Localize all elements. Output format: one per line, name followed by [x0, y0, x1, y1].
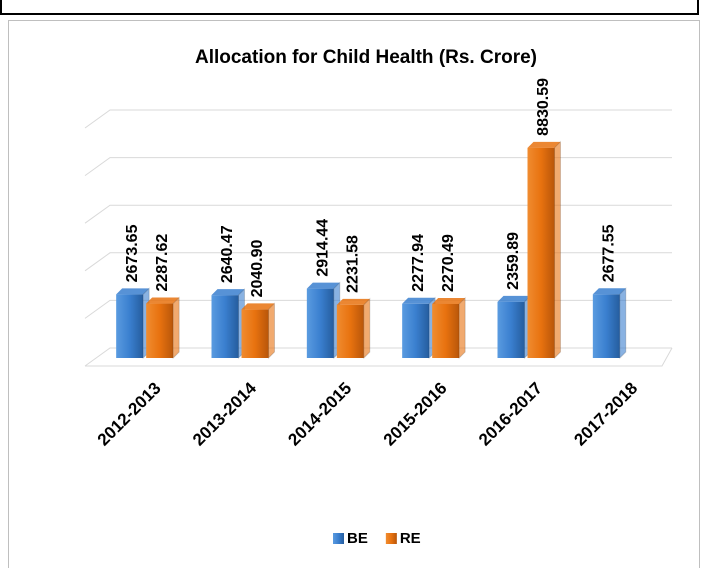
- bar-top: [306, 282, 340, 289]
- bar-top: [527, 141, 561, 148]
- legend-swatch: [333, 533, 344, 544]
- bar: [146, 303, 174, 358]
- bar-top: [116, 288, 150, 295]
- data-label: 2040.90: [249, 239, 266, 297]
- bar: [116, 294, 144, 358]
- bar: [527, 147, 555, 358]
- bar-top: [146, 297, 180, 304]
- legend-swatch: [385, 533, 397, 544]
- bar-top: [211, 289, 245, 296]
- data-label: 8830.59: [535, 78, 552, 136]
- bar-side: [268, 302, 275, 360]
- grid-line: [84, 157, 672, 177]
- floor: [85, 347, 673, 367]
- bar-top: [336, 298, 370, 305]
- bar: [306, 288, 334, 358]
- bar: [402, 303, 430, 358]
- bar-top: [497, 295, 531, 302]
- data-label: 2673.65: [124, 224, 141, 282]
- top-frame: [0, 0, 699, 15]
- bar-side: [363, 297, 371, 360]
- legend-label: RE: [400, 530, 421, 547]
- grid-line: [84, 252, 672, 272]
- bar-side: [458, 296, 466, 360]
- data-label: 2359.89: [505, 232, 522, 290]
- bar-top: [432, 297, 466, 304]
- bar: [432, 303, 460, 358]
- bar: [211, 295, 239, 358]
- bar: [336, 304, 364, 358]
- data-label: 2677.55: [601, 224, 618, 282]
- bar-top: [402, 297, 436, 304]
- grid-line: [84, 347, 672, 367]
- bar: [241, 309, 269, 358]
- bar-side: [172, 296, 180, 360]
- data-label: 2270.49: [440, 234, 457, 292]
- grid-line: [84, 299, 672, 319]
- bar: [592, 294, 620, 358]
- grid-line: [84, 204, 672, 224]
- legend-label: BE: [347, 530, 368, 547]
- data-label: 2277.94: [410, 234, 427, 292]
- bar-top: [592, 288, 626, 295]
- data-label: 2287.62: [154, 234, 171, 292]
- chart-title: Allocation for Child Health (Rs. Crore): [195, 47, 537, 68]
- data-label: 2231.58: [345, 235, 362, 293]
- bar-side: [554, 140, 561, 360]
- bar: [497, 301, 525, 358]
- bar-top: [241, 303, 275, 310]
- data-label: 2914.44: [315, 219, 332, 277]
- grid-line: [84, 109, 672, 129]
- data-label: 2640.47: [219, 225, 236, 283]
- bar-side: [619, 287, 627, 360]
